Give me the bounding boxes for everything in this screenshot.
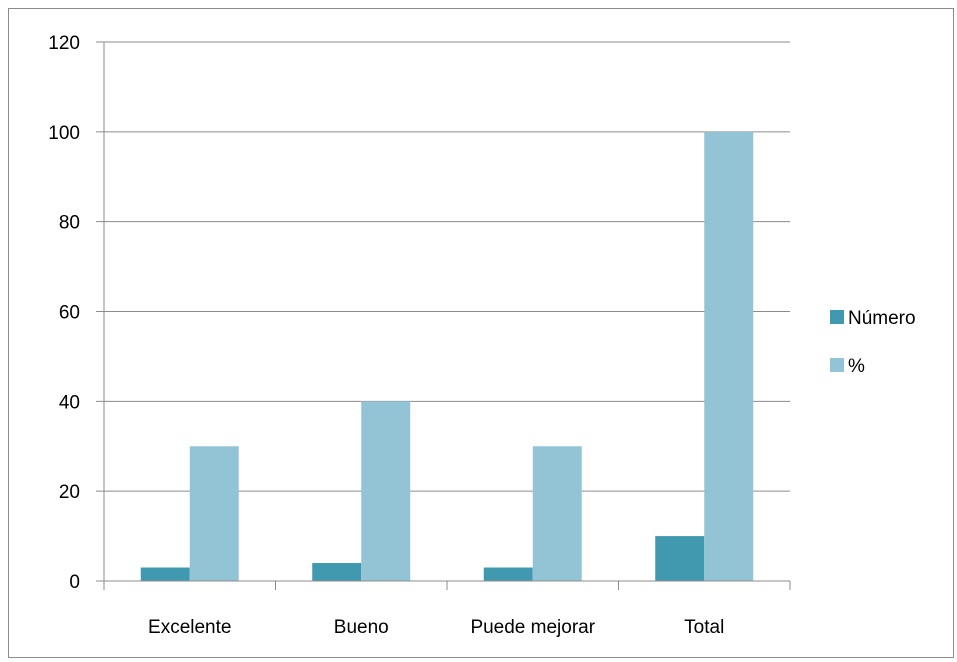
y-tick-label: 80 xyxy=(59,213,80,234)
x-category-label: Excelente xyxy=(148,617,231,638)
y-tick-label: 100 xyxy=(48,123,80,144)
bar-numero xyxy=(312,563,362,581)
legend-swatch xyxy=(830,310,844,324)
legend-label: Número xyxy=(848,308,916,329)
y-axis-ticks: 0 20 40 60 80 100 120 xyxy=(48,33,80,593)
x-axis-labels: Excelente Bueno Puede mejorar Total xyxy=(148,617,724,638)
y-tick-label: 60 xyxy=(59,303,80,324)
bar-percent xyxy=(189,446,239,581)
bar-numero xyxy=(483,567,533,581)
x-category-label: Bueno xyxy=(334,617,389,638)
x-category-label: Total xyxy=(684,617,724,638)
bar-percent xyxy=(361,401,411,581)
y-tick-label: 0 xyxy=(69,572,80,593)
bars xyxy=(140,131,754,582)
bar-numero xyxy=(140,567,190,581)
y-tick-label: 120 xyxy=(48,33,80,54)
x-category-label: Puede mejorar xyxy=(470,617,595,638)
y-tick-label: 40 xyxy=(59,392,80,413)
legend-label: % xyxy=(848,356,865,377)
legend: Número% xyxy=(830,308,916,377)
legend-swatch xyxy=(830,358,844,372)
axes xyxy=(103,42,791,590)
bar-numero xyxy=(655,536,705,581)
chart-frame xyxy=(8,8,954,658)
y-tick-label: 20 xyxy=(59,482,80,503)
bar-percent xyxy=(704,131,754,582)
bar-percent xyxy=(532,446,582,581)
